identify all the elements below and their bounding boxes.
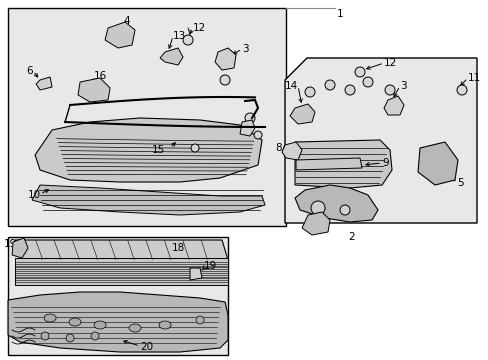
Text: 8: 8: [275, 143, 282, 153]
Text: 18: 18: [171, 243, 184, 253]
Polygon shape: [105, 22, 135, 48]
Polygon shape: [215, 48, 236, 70]
Text: 11: 11: [467, 73, 480, 83]
Polygon shape: [32, 185, 264, 215]
Text: 19: 19: [4, 239, 17, 249]
Text: 4: 4: [123, 16, 129, 26]
Circle shape: [384, 85, 394, 95]
Polygon shape: [190, 268, 202, 280]
Polygon shape: [15, 258, 227, 285]
Text: 15: 15: [151, 145, 164, 155]
Text: 12: 12: [383, 58, 396, 68]
Polygon shape: [240, 120, 255, 136]
Circle shape: [305, 87, 314, 97]
Text: 3: 3: [399, 81, 406, 91]
Polygon shape: [302, 212, 329, 235]
Ellipse shape: [94, 321, 106, 329]
Polygon shape: [8, 292, 227, 352]
Polygon shape: [36, 77, 52, 90]
Circle shape: [456, 85, 466, 95]
Text: 20: 20: [140, 342, 153, 352]
Circle shape: [362, 77, 372, 87]
Polygon shape: [15, 240, 227, 260]
Text: 10: 10: [28, 190, 41, 200]
Circle shape: [339, 205, 349, 215]
Polygon shape: [383, 96, 403, 115]
Polygon shape: [289, 104, 314, 124]
Text: 12: 12: [193, 23, 206, 33]
Bar: [8, 237, 227, 355]
Polygon shape: [285, 58, 476, 223]
Polygon shape: [35, 118, 262, 182]
Text: 9: 9: [381, 158, 388, 168]
Circle shape: [91, 332, 99, 340]
Polygon shape: [417, 142, 457, 185]
Circle shape: [254, 131, 262, 139]
Polygon shape: [78, 78, 110, 102]
Polygon shape: [294, 185, 377, 222]
Circle shape: [220, 75, 229, 85]
Ellipse shape: [129, 324, 141, 332]
Text: 17: 17: [240, 125, 253, 135]
Circle shape: [354, 67, 364, 77]
Ellipse shape: [159, 321, 171, 329]
Text: 3: 3: [242, 44, 248, 54]
Text: 2: 2: [348, 232, 355, 242]
Polygon shape: [294, 140, 391, 188]
Circle shape: [41, 332, 49, 340]
Circle shape: [345, 85, 354, 95]
Text: 5: 5: [456, 178, 463, 188]
Text: 7: 7: [307, 215, 314, 225]
Text: 1: 1: [336, 9, 343, 19]
Circle shape: [196, 316, 203, 324]
Circle shape: [325, 80, 334, 90]
Circle shape: [183, 35, 193, 45]
Polygon shape: [295, 158, 361, 170]
Polygon shape: [12, 238, 28, 258]
Ellipse shape: [69, 318, 81, 326]
Circle shape: [66, 334, 74, 342]
Text: 16: 16: [94, 71, 107, 81]
Text: 13: 13: [173, 31, 186, 41]
Circle shape: [244, 113, 255, 123]
Circle shape: [191, 144, 199, 152]
Text: 6: 6: [26, 66, 33, 76]
Ellipse shape: [44, 314, 56, 322]
Bar: [8, 8, 285, 226]
Circle shape: [310, 201, 325, 215]
Polygon shape: [282, 142, 302, 160]
Text: 14: 14: [284, 81, 297, 91]
Polygon shape: [160, 48, 183, 65]
Text: 19: 19: [203, 261, 217, 271]
